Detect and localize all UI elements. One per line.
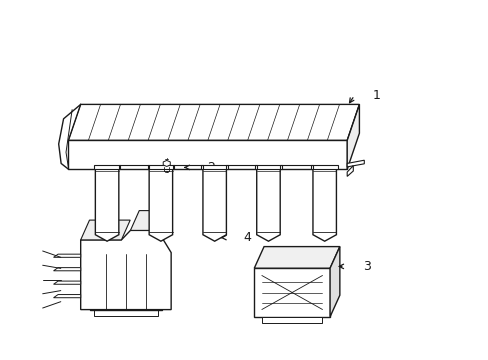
Polygon shape [254, 247, 339, 268]
Polygon shape [94, 310, 157, 316]
Polygon shape [311, 165, 337, 169]
Polygon shape [149, 169, 172, 241]
Polygon shape [256, 169, 280, 241]
Polygon shape [94, 165, 120, 169]
Polygon shape [262, 317, 322, 323]
Polygon shape [54, 254, 81, 257]
Polygon shape [163, 161, 170, 166]
Polygon shape [130, 211, 166, 230]
Polygon shape [255, 165, 281, 169]
Polygon shape [254, 268, 329, 317]
Polygon shape [68, 140, 346, 169]
Polygon shape [54, 294, 81, 298]
Text: 1: 1 [372, 89, 380, 102]
Polygon shape [312, 169, 336, 241]
Polygon shape [201, 165, 227, 169]
Polygon shape [54, 267, 81, 271]
Polygon shape [147, 165, 174, 169]
Polygon shape [329, 247, 339, 317]
Text: 2: 2 [206, 161, 214, 174]
Polygon shape [68, 104, 359, 140]
Text: 4: 4 [243, 231, 251, 244]
Polygon shape [346, 160, 364, 167]
Polygon shape [346, 166, 352, 176]
Polygon shape [81, 230, 171, 310]
Polygon shape [95, 169, 119, 241]
Polygon shape [81, 220, 130, 240]
Polygon shape [346, 104, 359, 169]
Polygon shape [54, 281, 81, 284]
Text: 3: 3 [363, 260, 370, 273]
Polygon shape [203, 169, 226, 241]
